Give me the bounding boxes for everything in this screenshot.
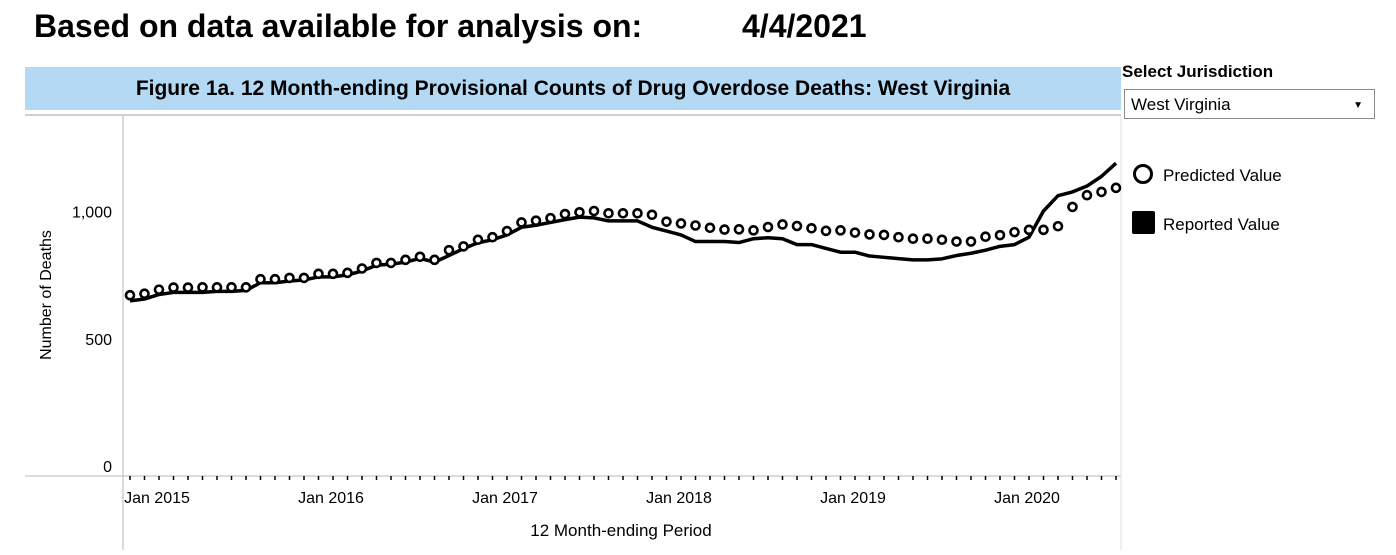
predicted-value-point (719, 224, 730, 235)
y-tick-label: 500 (85, 332, 112, 349)
predicted-value-point (124, 289, 136, 301)
predicted-value-point (414, 251, 426, 263)
predicted-value-point (806, 222, 817, 234)
reported-series (129, 161, 1118, 303)
predicted-value-point (980, 231, 991, 242)
predicted-value-point (922, 233, 933, 245)
x-tick-label: Jan 2018 (646, 490, 712, 507)
predicted-value-point (893, 231, 904, 243)
predicted-value-point (690, 220, 701, 231)
predicted-value-point (356, 263, 368, 274)
predicted-value-point (153, 284, 165, 295)
predicted-value-point (588, 205, 600, 217)
predicted-value-point (1081, 189, 1093, 201)
legend-label-predicted: Predicted Value (1163, 166, 1282, 185)
predicted-value-point (603, 207, 614, 219)
predicted-value-point (704, 222, 716, 234)
legend-label-reported: Reported Value (1163, 215, 1280, 234)
axis-labels: 0 500 1,000 Jan 2015 Jan 2016 Jan 2017 Jan 201… (72, 205, 1060, 541)
predicted-value-point (327, 268, 339, 280)
chart-axes (25, 116, 1122, 550)
predicted-value-point (211, 282, 223, 293)
predicted-value-point (313, 268, 324, 280)
predicted-value-point (139, 288, 150, 300)
predicted-value-point (255, 273, 266, 285)
predicted-value-point (443, 244, 455, 256)
predicted-value-point (1023, 224, 1035, 236)
predicted-value-point (1052, 220, 1064, 232)
predicted-value-point (878, 229, 890, 241)
predicted-value-point (458, 241, 469, 252)
predicted-value-point (545, 212, 556, 224)
predicted-value-point (284, 272, 295, 284)
predicted-value-point (559, 208, 571, 220)
predicted-value-point (385, 257, 397, 269)
hollow-circle-icon (1133, 164, 1153, 184)
y-tick-label: 0 (103, 459, 112, 476)
jurisdiction-selector-label: Select Jurisdiction (1122, 62, 1274, 81)
predicted-value-point (1110, 182, 1122, 194)
analysis-date-value: 4/4/2021 (742, 8, 867, 44)
analysis-date-label: Based on data available for analysis on: (34, 8, 643, 44)
jurisdiction-selected-value: West Virginia (1131, 95, 1231, 114)
predicted-value-point (791, 220, 803, 232)
reported-value-line (129, 161, 1118, 303)
predicted-value-point (168, 282, 179, 293)
predicted-value-point (472, 234, 484, 246)
figure-title: Figure 1a. 12 Month-ending Provisional C… (25, 67, 1121, 110)
x-tick-label: Jan 2019 (820, 490, 886, 507)
x-axis-title: 12 Month-ending Period (530, 521, 711, 540)
x-tick-label: Jan 2020 (994, 490, 1060, 507)
predicted-value-point (240, 282, 252, 293)
x-tick-label: Jan 2015 (124, 490, 190, 507)
predicted-value-point (501, 225, 513, 237)
predicted-value-point (994, 229, 1006, 241)
predicted-value-point (762, 221, 774, 233)
predicted-value-point (733, 224, 745, 235)
predicted-value-point (951, 236, 962, 247)
jurisdiction-dropdown[interactable]: West Virginia ▼ (1124, 89, 1375, 119)
y-tick-label: 1,000 (72, 205, 112, 222)
predicted-value-point (269, 273, 281, 285)
predicted-value-point (574, 206, 585, 218)
predicted-series (124, 182, 1122, 301)
predicted-value-point (1038, 224, 1049, 236)
predicted-value-point (342, 267, 353, 279)
predicted-value-point (530, 215, 542, 226)
predicted-value-point (298, 272, 310, 284)
predicted-value-point (777, 219, 788, 230)
predicted-value-point (646, 209, 658, 221)
predicted-value-point (632, 207, 643, 219)
predicted-value-point (429, 254, 440, 266)
analysis-date-header: Based on data available for analysis on:… (34, 8, 934, 52)
predicted-value-point (835, 225, 846, 236)
predicted-value-point (748, 225, 759, 236)
predicted-value-point (936, 234, 948, 246)
predicted-value-point (516, 217, 527, 228)
predicted-value-point (226, 282, 237, 293)
predicted-value-point (1096, 186, 1107, 198)
predicted-value-point (661, 216, 672, 227)
x-tick-label: Jan 2016 (298, 490, 364, 507)
predicted-value-point (849, 227, 861, 238)
predicted-value-point (864, 229, 875, 240)
predicted-value-point (965, 236, 977, 247)
chart-top-divider (25, 114, 1121, 116)
predicted-value-point (820, 225, 832, 237)
dropdown-arrow-icon[interactable]: ▼ (1353, 100, 1363, 111)
predicted-value-point (1009, 226, 1020, 238)
predicted-value-point (675, 218, 687, 229)
predicted-value-point (907, 233, 919, 245)
x-tick-label: Jan 2017 (472, 490, 538, 507)
predicted-value-point (371, 257, 382, 269)
predicted-value-point (1067, 201, 1078, 213)
predicted-value-point (182, 282, 194, 293)
predicted-value-point (400, 254, 411, 266)
predicted-value-point (197, 282, 208, 293)
predicted-value-point (487, 231, 498, 243)
predicted-value-point (617, 207, 629, 219)
filled-square-icon (1132, 211, 1155, 234)
